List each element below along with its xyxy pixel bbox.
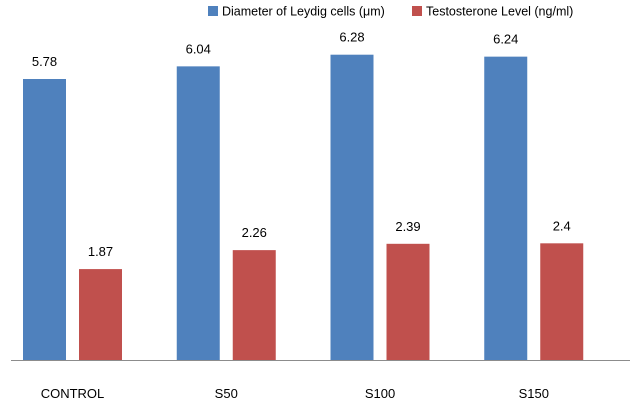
x-tick-label-s150: S150 <box>519 386 549 401</box>
bar-s100-series-2 <box>386 243 430 360</box>
x-tick-label-s100: S100 <box>365 386 395 401</box>
x-tick-label-s50: S50 <box>215 386 238 401</box>
data-label-s100-series-2: 2.39 <box>395 219 420 234</box>
bar-control-series-2 <box>79 269 122 360</box>
bar-s150-series-2 <box>540 243 584 360</box>
legend-label-series-1: Diameter of Leydig cells (μm) <box>222 5 385 19</box>
data-label-s150-series-1: 6.24 <box>493 32 518 47</box>
x-tick-label-control: CONTROL <box>41 386 105 401</box>
data-label-s50-series-2: 2.26 <box>242 225 267 240</box>
bar-control-series-1 <box>23 79 66 360</box>
data-label-control-series-2: 1.87 <box>88 244 113 259</box>
bar-s100-series-1 <box>330 54 374 361</box>
data-label-s100-series-1: 6.28 <box>339 30 364 45</box>
chart-legend: Diameter of Leydig cells (μm) Testosteron… <box>208 5 573 19</box>
data-labels: 5.78 1.87 6.04 2.26 6.28 2.39 6.24 2.4 <box>32 30 571 259</box>
x-axis-tick-labels: CONTROL S50 S100 S150 <box>41 386 549 401</box>
data-label-s50-series-1: 6.04 <box>186 41 211 56</box>
bar-groups <box>23 54 584 361</box>
bar-s50-series-1 <box>176 66 220 361</box>
bar-s150-series-1 <box>484 56 528 360</box>
data-label-control-series-1: 5.78 <box>32 54 57 69</box>
legend-swatch-series-2 <box>412 6 422 16</box>
bar-s50-series-2 <box>232 250 276 360</box>
legend-label-series-2: Testosterone Level (ng/ml) <box>426 5 573 19</box>
data-label-s150-series-2: 2.4 <box>553 218 571 233</box>
legend-swatch-series-1 <box>208 6 218 16</box>
